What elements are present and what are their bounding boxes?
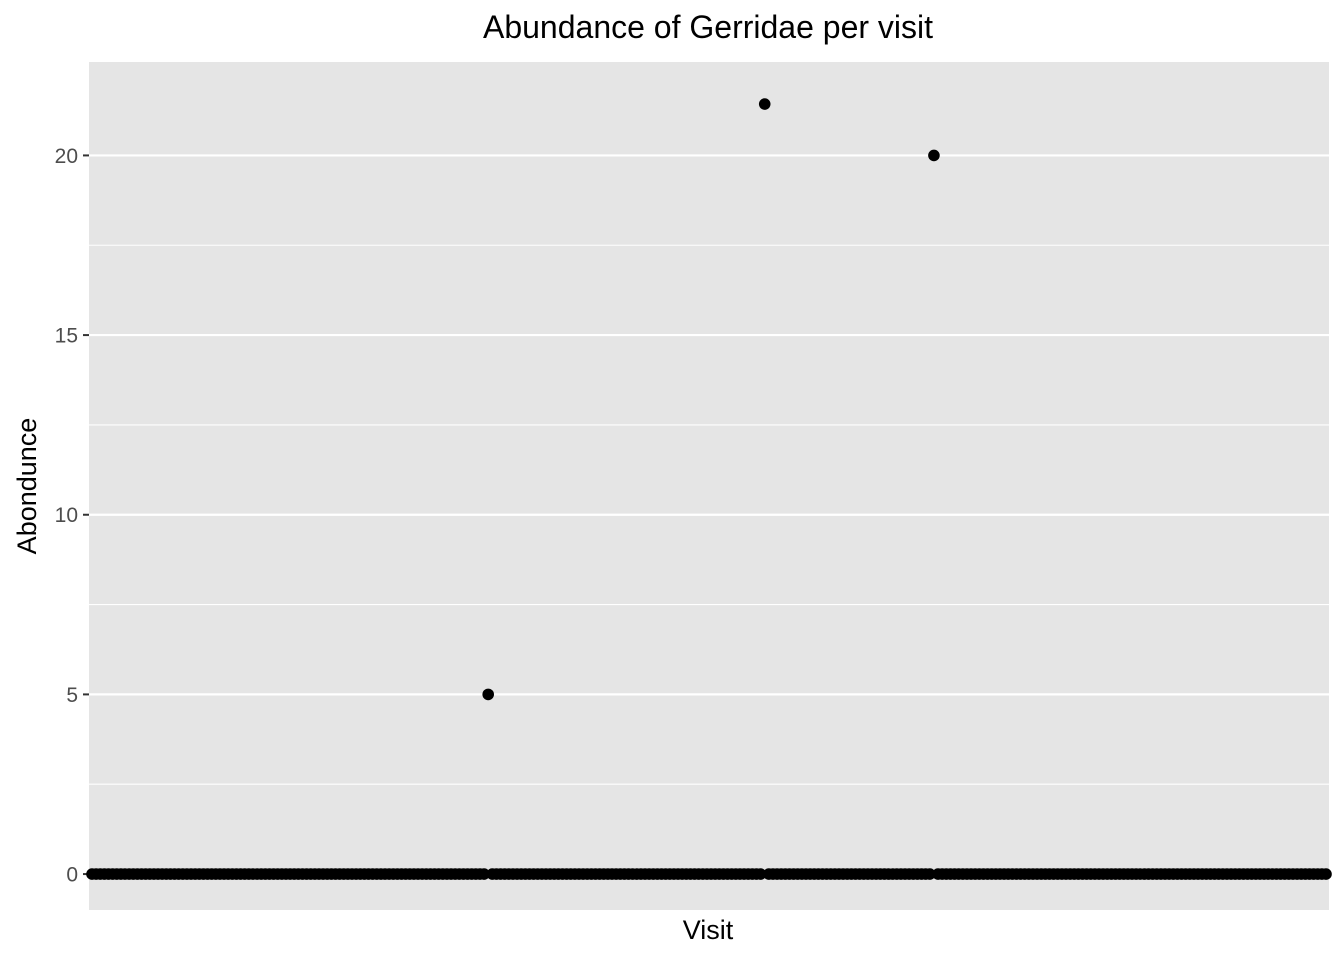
y-tick-label: 0 <box>66 864 78 887</box>
data-point <box>758 98 771 110</box>
plot-panel <box>89 62 1329 910</box>
y-tick-label: 10 <box>55 504 78 527</box>
chart-title: Abundance of Gerridae per visit <box>483 9 933 45</box>
data-point <box>924 868 936 880</box>
x-axis-title: Visit <box>683 915 734 945</box>
data-point <box>928 149 940 162</box>
data-point <box>478 868 490 880</box>
data-points <box>86 98 1332 880</box>
y-tick-label: 5 <box>66 684 78 707</box>
y-axis-ticks <box>83 154 89 876</box>
y-tick-label: 15 <box>55 325 78 348</box>
minor-gridlines <box>89 244 1329 785</box>
y-axis-tick-labels: 0 5 10 15 20 <box>55 145 78 887</box>
data-point <box>754 868 767 880</box>
y-axis-title: Abondunce <box>12 418 42 555</box>
data-point <box>1320 868 1332 880</box>
data-point <box>482 688 495 701</box>
y-tick-label: 20 <box>55 145 78 168</box>
